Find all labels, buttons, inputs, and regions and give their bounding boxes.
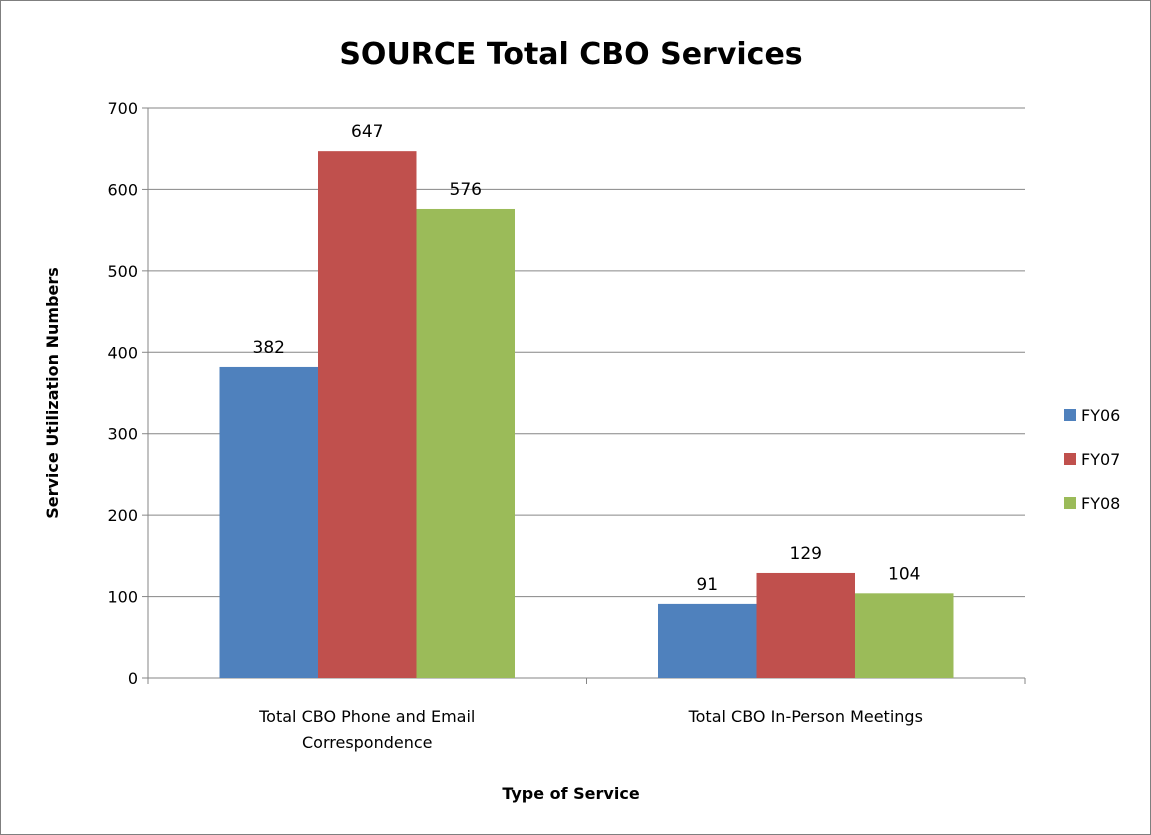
y-tick-label: 0	[128, 669, 138, 688]
y-tick-label: 700	[107, 99, 138, 118]
bar-fy08-1	[416, 208, 515, 678]
y-tick-label: 400	[107, 343, 138, 362]
legend-swatch-fy06	[1064, 409, 1076, 421]
x-category-label: Total CBO Phone and Email Correspondence	[258, 707, 475, 752]
data-label: 647	[351, 122, 383, 142]
data-label: 91	[696, 575, 718, 595]
x-category-label: Total CBO In-Person Meetings	[688, 707, 923, 726]
data-labels: 382 647 576 91 129 104	[253, 122, 921, 595]
legend-swatch-fy07	[1064, 453, 1076, 465]
data-label: 129	[790, 544, 822, 564]
bars	[219, 151, 954, 678]
bar-fy07-2	[756, 572, 855, 678]
chart-title: SOURCE Total CBO Services	[339, 37, 802, 72]
bar-fy06-2	[658, 603, 757, 678]
legend-label-fy07: FY07	[1081, 450, 1120, 469]
legend-label-fy08: FY08	[1081, 494, 1120, 513]
x-axis-title: Type of Service	[502, 784, 640, 803]
bar-fy08-2	[855, 593, 954, 678]
legend-label-fy06: FY06	[1081, 406, 1120, 425]
y-tick-label: 500	[107, 262, 138, 281]
y-tick-label: 600	[107, 180, 138, 199]
y-axis-title: Service Utilization Numbers	[43, 267, 62, 519]
data-label: 104	[888, 564, 920, 584]
data-label: 382	[253, 338, 285, 358]
tick-labels: 0 100 200 300 400 500 600 700 Total CBO Phone an…	[107, 99, 922, 752]
bar-fy06-1	[219, 366, 318, 678]
y-tick-label: 300	[107, 425, 138, 444]
legend: FY06 FY07 FY08	[1064, 406, 1120, 513]
y-tick-label: 200	[107, 506, 138, 525]
legend-swatch-fy08	[1064, 497, 1076, 509]
bar-fy07-1	[318, 151, 417, 678]
y-tick-label: 100	[107, 588, 138, 607]
data-label: 576	[450, 180, 482, 200]
